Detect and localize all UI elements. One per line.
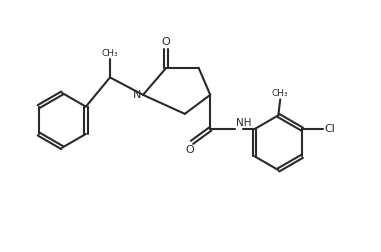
Text: Cl: Cl xyxy=(324,124,335,134)
Text: CH₃: CH₃ xyxy=(102,49,118,58)
Text: NH: NH xyxy=(237,117,252,128)
Text: CH₃: CH₃ xyxy=(272,89,288,98)
Text: O: O xyxy=(162,37,170,47)
Text: N: N xyxy=(133,90,141,100)
Text: O: O xyxy=(186,145,194,154)
